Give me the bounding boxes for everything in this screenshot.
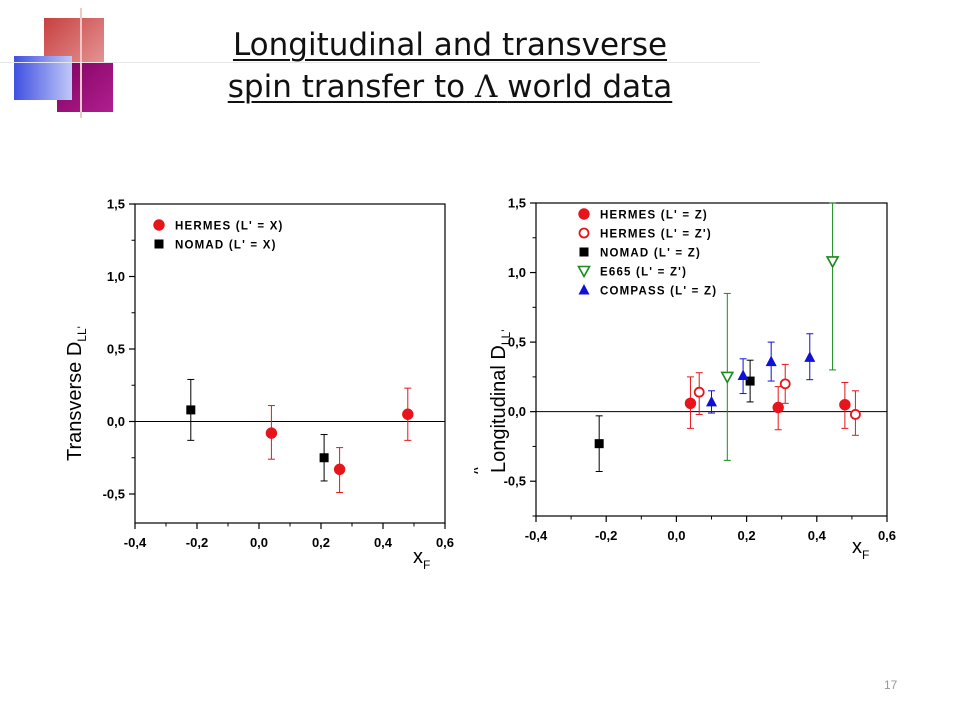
x-tick-label: 0,6 [436,535,454,550]
x-axis-label: xF [852,536,869,562]
legend-label: NOMAD (L' = Z) [600,248,701,260]
x-tick-label: -0,2 [186,535,208,550]
data-point [850,409,861,420]
y-tick-label: 0,5 [508,335,526,350]
x-tick-label: 0,4 [374,535,393,550]
y-tick-label: 0,0 [107,414,125,429]
y-axis-label: Transverse DLL' [64,326,89,461]
legend-label: HERMES (L' = X) [175,221,284,233]
x-tick-label: 0,2 [738,528,756,543]
y-tick-label: 1,0 [107,269,125,284]
title-line-1: Longitudinal and transverse [232,27,668,63]
y-axis-label-superscript: Λ [474,467,481,474]
x-tick-label: 0,0 [250,535,268,550]
data-point [765,355,777,367]
legend-marker [154,239,164,249]
legend-marker [579,247,589,257]
data-point [779,378,791,390]
data-point [693,386,705,398]
decor-line-horizontal [0,62,760,63]
legend-label: HERMES (L' = Z) [600,210,708,222]
legend-marker [578,208,590,220]
y-axis-label: Longitudinal DLL' [488,329,513,473]
data-point [745,376,755,386]
decor-square-blue [14,56,72,100]
longitudinal-chart: -0,4 -0,2 0,0 0,2 0,4 0,6 -0,5 0,0 0,5 1,0 1,5 Long… [474,196,896,563]
data-point [186,405,196,415]
lambda-symbol: Λ [474,69,498,105]
data-point [825,256,840,269]
data-point [804,351,816,362]
legend-marker [578,227,590,239]
legend-label: HERMES (L' = Z') [600,229,712,241]
legend-marker [577,265,591,279]
transverse-chart: -0,4 -0,2 0,0 0,2 0,4 0,6 -0,5 0,0 0,5 1,0 1,5 Tran… [56,197,454,573]
legend-label: E665 (L' = Z') [600,267,687,279]
data-point [265,427,278,439]
plot-frame [535,202,888,517]
y-tick-label: 0,5 [107,342,125,357]
x-tick-label: 0,4 [808,528,827,543]
legend-label: NOMAD (L' = X) [175,240,277,252]
legend-marker [153,219,165,231]
decor-line-vertical [80,8,82,118]
x-axis-label: xF [413,546,430,572]
data-point [684,397,697,410]
x-tick-label: -0,2 [595,528,617,543]
title-line-2-post: world data [507,69,673,105]
y-tick-label: 1,0 [508,265,526,280]
legend-marker [578,284,590,295]
title-line-2: spin transfer to Λ world data [0,66,900,108]
data-point [319,453,329,463]
x-tick-label: -0,4 [525,528,548,543]
slide-title: Longitudinal and transverse spin transfe… [0,24,900,108]
data-point [839,399,851,411]
x-tick-label: -0,4 [124,535,147,550]
data-point [333,463,346,476]
x-tick-label: 0,2 [312,535,330,550]
y-tick-label: 1,5 [508,196,526,211]
data-point [706,395,717,407]
data-point [772,401,784,414]
data-point [737,369,749,380]
data-point [402,408,414,420]
title-line-2-pre: spin transfer to [227,69,466,105]
page-number: 17 [884,678,898,692]
legend-label: COMPASS (L' = Z) [600,286,717,298]
y-tick-label: 1,5 [107,197,125,212]
x-tick-label: 0,6 [878,528,896,543]
y-tick-label: 0,0 [508,404,526,419]
y-tick-label: -0,5 [103,487,125,502]
data-point [594,439,604,449]
y-tick-label: -0,5 [504,474,526,489]
y-axis-label-superscript: Λ [56,455,57,462]
plot-frame [134,203,446,524]
x-tick-label: 0,0 [667,528,685,543]
data-point [720,371,735,385]
